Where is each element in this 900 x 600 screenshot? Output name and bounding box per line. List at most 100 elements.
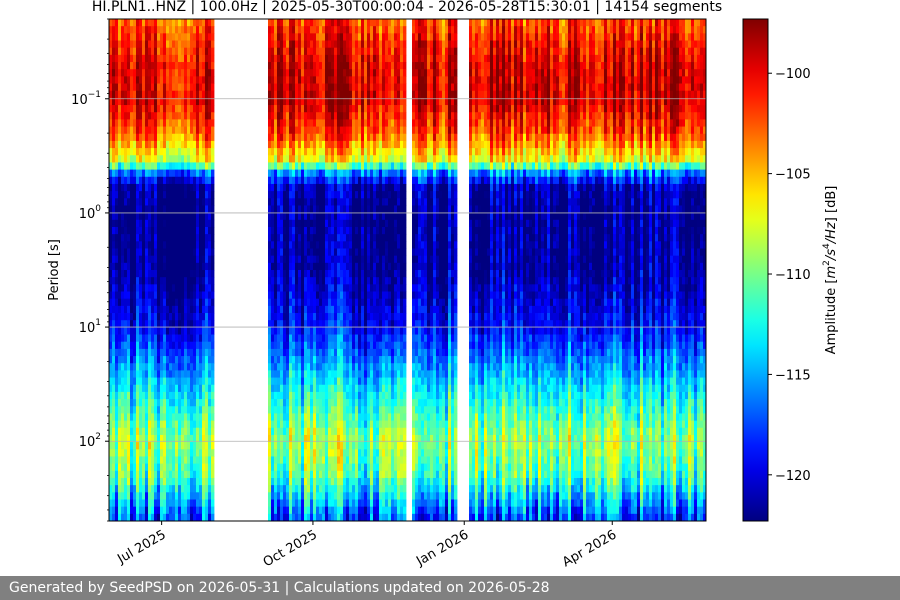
heatmap-cell [133, 191, 137, 199]
heatmap-cell [277, 198, 281, 206]
heatmap-cell [361, 341, 365, 350]
heatmap-cell [199, 226, 203, 235]
heatmap-cell [361, 305, 365, 314]
heatmap-cell [295, 434, 299, 443]
heatmap-cell [346, 191, 350, 199]
heatmap-cell [157, 348, 161, 357]
heatmap-cell [205, 226, 209, 235]
heatmap-cell [295, 198, 299, 206]
heatmap-cell [295, 54, 299, 63]
heatmap-cell [364, 413, 368, 421]
heatmap-cell [163, 463, 167, 472]
heatmap-cell [337, 363, 341, 371]
heatmap-column [181, 19, 185, 522]
heatmap-cell [172, 456, 176, 465]
heatmap-cell [298, 19, 302, 27]
heatmap-cell [289, 212, 293, 221]
heatmap-cell [280, 83, 284, 92]
heatmap-cell [172, 234, 176, 242]
heatmap-cell [274, 492, 278, 500]
heatmap-cell [175, 255, 179, 264]
heatmap-cell [211, 33, 215, 41]
heatmap-cell [193, 205, 197, 214]
heatmap-cell [163, 477, 167, 486]
heatmap-cell [124, 456, 128, 465]
heatmap-cell [307, 477, 311, 486]
heatmap-cell [349, 305, 353, 314]
heatmap-cell [373, 26, 377, 34]
heatmap-cell [373, 140, 377, 149]
heatmap-cell [328, 363, 332, 371]
heatmap-cell [286, 470, 290, 479]
heatmap-cell [121, 485, 125, 493]
heatmap-cell [340, 76, 344, 84]
heatmap-cell [274, 406, 278, 414]
heatmap-cell [211, 334, 215, 343]
heatmap-cell [337, 248, 341, 257]
heatmap-cell [370, 434, 374, 443]
heatmap-cell [208, 62, 212, 70]
heatmap-cell [310, 169, 314, 178]
heatmap-cell [124, 348, 128, 357]
heatmap-cell [292, 198, 296, 206]
heatmap-cell [337, 384, 341, 393]
heatmap-cell [295, 499, 299, 508]
heatmap-cell [343, 356, 347, 364]
heatmap-cell [205, 370, 209, 378]
heatmap-cell [175, 277, 179, 285]
heatmap-cell [178, 284, 182, 292]
heatmap-cell [292, 133, 296, 142]
heatmap-cell [352, 219, 356, 228]
heatmap-cell [319, 62, 323, 70]
heatmap-cell [340, 341, 344, 350]
heatmap-cell [193, 219, 197, 228]
heatmap-cell [367, 226, 371, 235]
heatmap-cell [208, 155, 212, 163]
heatmap-cell [280, 119, 284, 127]
heatmap-cell [124, 356, 128, 364]
heatmap-cell [319, 449, 323, 457]
heatmap-cell [199, 492, 203, 500]
heatmap-cell [268, 313, 272, 321]
heatmap-cell [361, 191, 365, 199]
heatmap-cell [121, 470, 125, 479]
heatmap-cell [157, 26, 161, 34]
heatmap-cell [337, 270, 341, 278]
heatmap-cell [343, 492, 347, 500]
heatmap-cell [301, 90, 305, 99]
heatmap-cell [370, 391, 374, 400]
heatmap-cell [280, 212, 284, 221]
heatmap-cell [181, 183, 185, 192]
heatmap-cell [307, 191, 311, 199]
heatmap-cell [352, 205, 356, 214]
heatmap-cell [310, 219, 314, 228]
heatmap-cell [118, 506, 122, 515]
heatmap-cell [145, 434, 149, 443]
heatmap-cell [286, 69, 290, 77]
heatmap-cell [112, 191, 116, 199]
heatmap-cell [130, 449, 134, 457]
heatmap-cell [187, 485, 191, 493]
heatmap-cell [319, 291, 323, 300]
heatmap-cell [118, 83, 122, 92]
heatmap-cell [292, 356, 296, 364]
heatmap-cell [355, 413, 359, 421]
heatmap-cell [187, 270, 191, 278]
heatmap-cell [349, 313, 353, 321]
heatmap-cell [319, 90, 323, 99]
heatmap-cell [163, 148, 167, 156]
heatmap-cell [331, 126, 335, 135]
heatmap-cell [151, 327, 155, 335]
heatmap-cell [187, 205, 191, 214]
heatmap-cell [283, 348, 287, 357]
heatmap-cell [310, 370, 314, 378]
heatmap-cell [157, 298, 161, 307]
heatmap-cell [328, 456, 332, 465]
heatmap-cell [124, 320, 128, 328]
heatmap-cell [208, 356, 212, 364]
heatmap-cell [181, 270, 185, 278]
heatmap-cell [190, 205, 194, 214]
heatmap-cell [301, 313, 305, 321]
heatmap-cell [121, 69, 125, 77]
heatmap-cell [298, 506, 302, 515]
